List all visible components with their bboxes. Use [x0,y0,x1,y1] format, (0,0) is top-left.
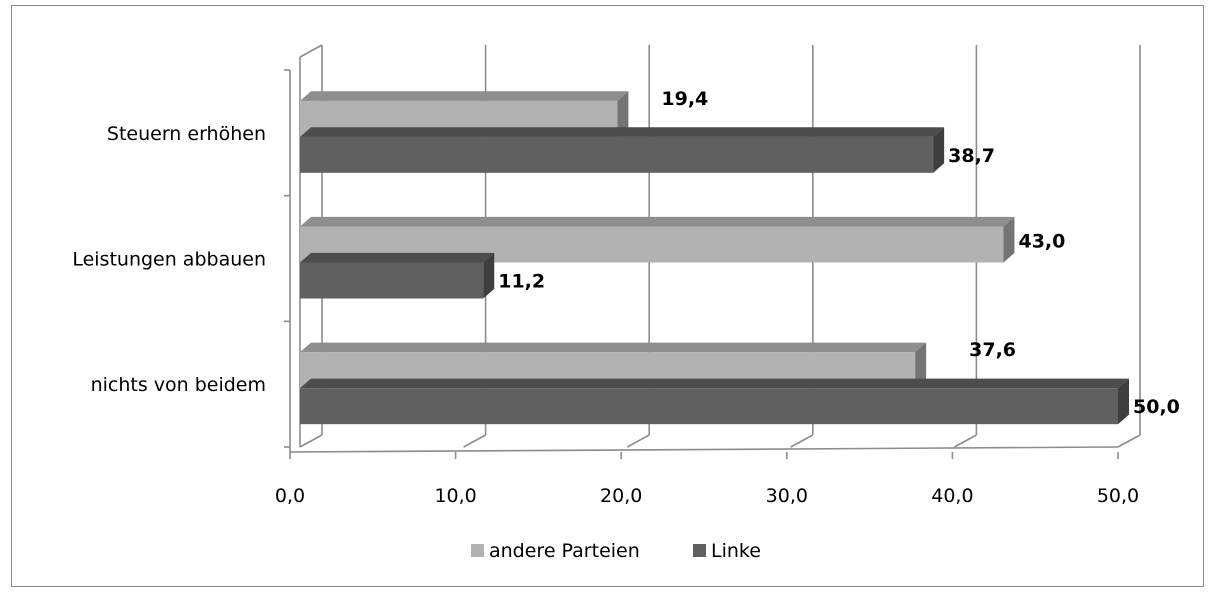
x-tick-label: 10,0 [434,485,476,507]
floor-gridline [790,434,814,448]
legend-swatch [693,544,706,557]
legend-swatch [471,544,484,557]
data-label: 38,7 [948,145,995,167]
floor-gridline [299,434,323,448]
bar-top-face [300,216,1015,227]
bar [300,262,484,299]
bar-side-face [617,91,629,137]
floor-gridline [954,434,977,448]
bar-side-face [1003,216,1015,263]
floor-gridline [626,434,650,448]
data-label: 11,2 [498,271,545,293]
data-label: 43,0 [1018,231,1065,253]
floor-gridline [1117,434,1141,448]
data-label: 50,0 [1133,396,1180,418]
x-tick-label: 20,0 [600,485,642,507]
data-label: 37,6 [969,339,1016,361]
x-tick-label: 30,0 [766,485,808,507]
bar-top-face [300,252,495,263]
bar-side-face [483,252,495,299]
x-tick-label: 0,0 [275,485,305,507]
legend-label: Linke [711,540,761,562]
value-axis-line [289,446,1119,453]
category-label: Steuern erhöhen [107,123,266,145]
x-tick-label: 50,0 [1097,485,1139,507]
bar-top-face [300,91,629,101]
side-wall-top-edge [299,44,323,58]
bar [300,136,934,173]
bar-top-face [300,378,1129,389]
bar-side-face [933,127,945,173]
bar-top-face [300,342,927,353]
legend-label: andere Parteien [489,540,640,562]
floor-gridline [463,434,486,448]
category-label: Leistungen abbauen [72,249,266,271]
category-label: nichts von beidem [91,374,266,396]
bar [300,388,1118,425]
bar-side-face [915,342,927,389]
bar-top-face [300,127,945,137]
x-tick-label: 40,0 [931,485,973,507]
data-label: 19,4 [661,88,708,110]
bar-side-face [1118,378,1129,425]
